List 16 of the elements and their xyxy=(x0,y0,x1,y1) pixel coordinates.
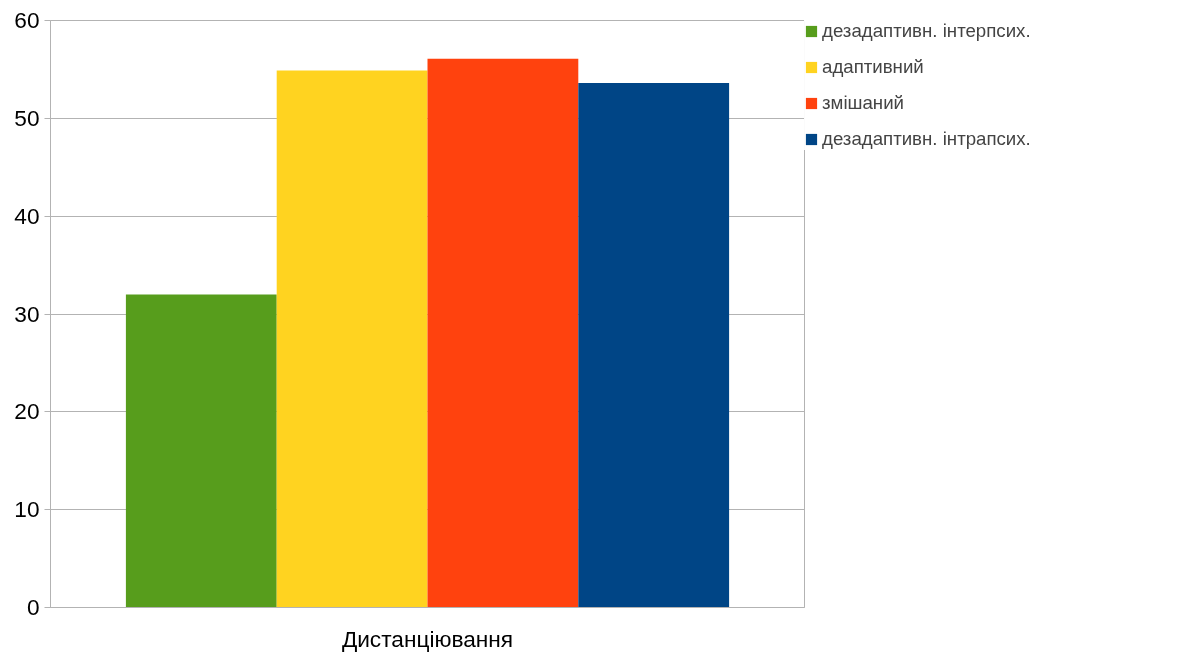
legend-label: змішаний xyxy=(822,92,905,114)
y-tick-label: 30 xyxy=(14,300,40,327)
y-tick-label: 50 xyxy=(14,104,40,131)
legend-label: дезадаптивн. інтерпсих. xyxy=(822,20,1031,42)
y-tick-label: 20 xyxy=(14,398,40,425)
bar xyxy=(125,294,277,608)
y-tick-label: 0 xyxy=(26,594,40,620)
y-tick-label: 60 xyxy=(14,7,40,33)
legend-label: дезадаптивн. інтрапсих. xyxy=(822,128,1031,150)
legend-label: адаптивний xyxy=(822,56,924,78)
x-tick-label: Дистанціювання xyxy=(341,625,514,652)
y-tick-label: 40 xyxy=(14,202,40,229)
bar xyxy=(276,70,428,608)
y-tick-label: 10 xyxy=(14,496,40,523)
bar xyxy=(578,83,730,608)
bar xyxy=(427,58,579,608)
